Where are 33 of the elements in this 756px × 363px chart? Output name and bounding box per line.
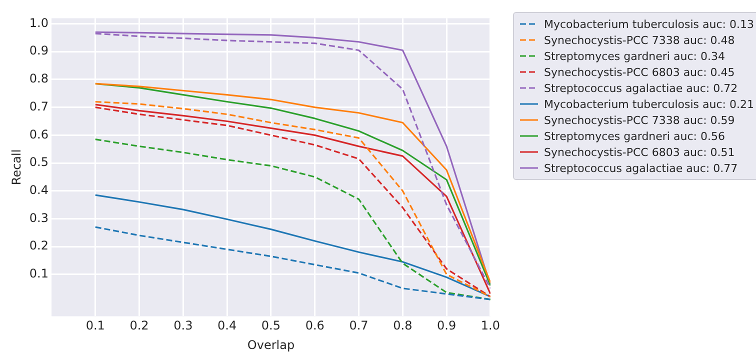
line-series	[94, 138, 490, 300]
y-tick-label: 0.6	[29, 127, 48, 142]
x-axis-title: Overlap	[247, 338, 295, 352]
y-tick-label: 0.8	[29, 72, 48, 86]
x-tick-label: 0.9	[437, 318, 456, 333]
x-tick-label: 0.7	[349, 318, 368, 333]
legend-label: Streptococcus agalactiae auc: 0.77	[544, 162, 738, 174]
y-axis-title: Recall	[9, 149, 24, 186]
x-tick-label: 0.2	[130, 318, 149, 333]
x-tick-label: 0.1	[86, 318, 105, 333]
x-tick-label: 1.0	[480, 318, 500, 333]
legend-label: Streptococcus agalactiae auc: 0.72	[544, 82, 738, 94]
legend-label: Synechocystis-PCC 6803 auc: 0.51	[544, 146, 735, 158]
y-tick-label: 1.0	[29, 16, 48, 30]
legend-label: Synechocystis-PCC 7338 auc: 0.59	[544, 114, 735, 126]
y-tick-label: 0.2	[29, 238, 48, 253]
x-tick-label: 0.3	[174, 318, 193, 333]
y-tick-label: 0.5	[29, 155, 48, 170]
x-tick-label: 0.6	[305, 318, 324, 333]
y-tick-label: 0.4	[29, 183, 48, 197]
legend-label: Mycobacterium tuberculosis auc: 0.13	[544, 18, 754, 30]
legend-label: Mycobacterium tuberculosis auc: 0.21	[544, 98, 754, 110]
x-tick-label: 0.4	[218, 318, 237, 333]
legend-label: Synechocystis-PCC 7338 auc: 0.48	[544, 34, 735, 46]
y-tick-label: 0.9	[29, 44, 48, 58]
legend-label: Synechocystis-PCC 6803 auc: 0.45	[544, 66, 735, 78]
legend-label: Streptomyces gardneri auc: 0.56	[544, 130, 725, 142]
y-tick-label: 0.1	[29, 266, 48, 281]
x-tick-label: 0.8	[393, 318, 412, 333]
x-tick-label: 0.5	[261, 318, 281, 333]
y-tick-label: 0.7	[29, 99, 48, 114]
legend-label: Streptomyces gardneri auc: 0.34	[544, 50, 725, 62]
y-tick-label: 0.3	[29, 210, 48, 225]
